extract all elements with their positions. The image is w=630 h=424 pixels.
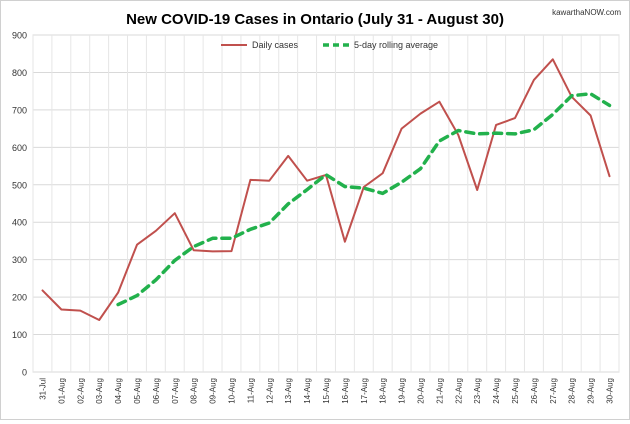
x-tick-label: 21-Aug	[435, 378, 444, 404]
y-tick-label: 500	[12, 180, 27, 190]
x-tick-label: 15-Aug	[322, 378, 331, 404]
x-tick-label: 25-Aug	[511, 378, 520, 404]
x-tick-label: 14-Aug	[303, 378, 312, 404]
x-tick-label: 17-Aug	[360, 378, 369, 404]
series-line-rolling-average	[116, 92, 612, 307]
y-tick-label: 400	[12, 218, 27, 228]
x-tick-label: 28-Aug	[568, 378, 577, 404]
y-axis: 0 100 200 300 400 500 600 700 800 900	[12, 31, 27, 378]
x-tick-label: 19-Aug	[398, 378, 407, 404]
x-tick-label: 30-Aug	[606, 378, 615, 404]
x-tick-label: 10-Aug	[227, 378, 236, 404]
legend: Daily cases 5-day rolling average	[221, 40, 438, 50]
x-tick-label: 12-Aug	[265, 378, 274, 404]
legend-label: Daily cases	[252, 40, 299, 50]
x-tick-label: 18-Aug	[379, 378, 388, 404]
x-tick-label: 24-Aug	[492, 378, 501, 404]
x-tick-label: 06-Aug	[152, 378, 161, 404]
x-tick-label: 11-Aug	[246, 378, 255, 403]
x-tick-label: 08-Aug	[190, 378, 199, 404]
y-tick-label: 900	[12, 31, 27, 41]
x-tick-label: 09-Aug	[209, 378, 218, 404]
chart-title: New COVID-19 Cases in Ontario (July 31 -…	[126, 11, 504, 28]
y-tick-label: 700	[12, 105, 27, 115]
x-tick-label: 26-Aug	[530, 378, 539, 404]
x-tick-label: 05-Aug	[133, 378, 142, 404]
x-tick-label: 07-Aug	[171, 378, 180, 404]
y-tick-label: 0	[22, 368, 27, 378]
y-tick-label: 600	[12, 143, 27, 153]
y-tick-label: 800	[12, 68, 27, 78]
x-tick-label: 29-Aug	[587, 378, 596, 404]
y-tick-label: 100	[12, 330, 27, 340]
x-tick-label: 23-Aug	[473, 378, 482, 404]
x-tick-label: 22-Aug	[454, 378, 463, 404]
gridlines	[32, 34, 620, 373]
series-group	[41, 58, 612, 321]
y-tick-label: 200	[12, 293, 27, 303]
x-tick-label: 04-Aug	[114, 378, 123, 404]
y-tick-label: 300	[12, 255, 27, 265]
x-tick-label: 16-Aug	[341, 378, 350, 404]
x-axis: 31-Jul 01-Aug 02-Aug 03-Aug 04-Aug 05-Aug 06-A…	[38, 378, 614, 404]
x-tick-label: 03-Aug	[95, 378, 104, 404]
x-tick-label: 13-Aug	[284, 378, 293, 404]
x-tick-label: 27-Aug	[549, 378, 558, 404]
watermark: kawarthaNOW.com	[552, 8, 621, 17]
x-tick-label: 31-Jul	[38, 378, 47, 400]
x-tick-label: 20-Aug	[417, 378, 426, 404]
x-tick-label: 02-Aug	[76, 378, 85, 404]
legend-label: 5-day rolling average	[354, 40, 438, 50]
x-tick-label: 01-Aug	[57, 378, 66, 404]
